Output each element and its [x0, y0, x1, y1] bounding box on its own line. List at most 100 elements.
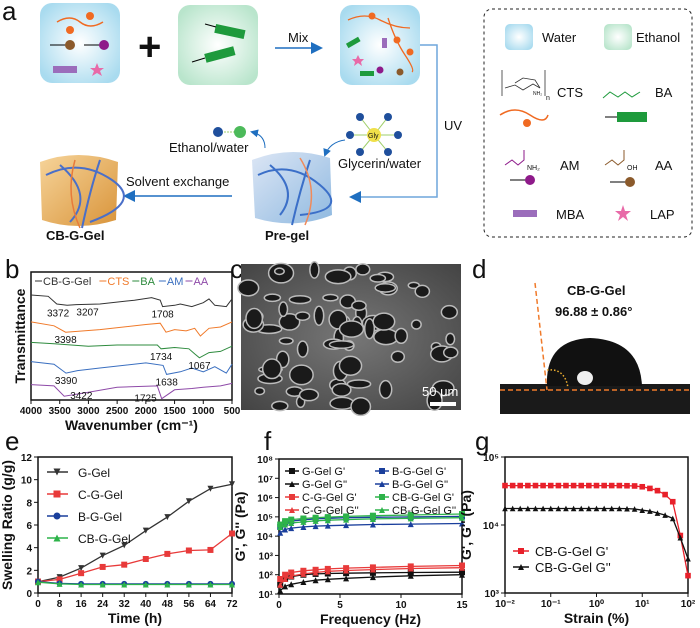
x-tick-label: 0 — [276, 600, 282, 611]
data-point-triangle — [593, 505, 600, 512]
data-point-triangle — [288, 520, 295, 527]
data-point-triangle — [282, 575, 289, 582]
data-point-triangle — [407, 565, 414, 572]
legend-ba: BA — [655, 85, 673, 100]
x-tick-label: 24 — [97, 599, 109, 610]
data-point-triangle — [343, 522, 350, 529]
panel-a-schematic: a + Mix UV Gly Glycerin/water — [2, 0, 462, 243]
data-point-triangle — [407, 572, 414, 579]
substrate — [500, 384, 690, 414]
x-tick-label: 10¹ — [635, 599, 650, 610]
data-point-triangle — [78, 565, 85, 572]
y-tick-label: 10² — [259, 571, 274, 582]
y-tick-label: 10⁵ — [257, 513, 273, 524]
series-line — [37, 483, 233, 583]
data-point-triangle — [459, 564, 465, 571]
peak-annotation: 1067 — [188, 361, 211, 372]
pore — [378, 379, 393, 400]
pore — [369, 273, 387, 283]
peak-annotation: 3372 — [47, 308, 70, 319]
data-point-square — [300, 515, 307, 522]
data-point-square — [78, 570, 85, 577]
data-point-triangle — [379, 481, 385, 487]
x-tick-label: 0 — [35, 599, 41, 610]
data-point-square — [540, 482, 546, 489]
mixed-solution-box — [340, 5, 420, 85]
data-point-triangle — [99, 552, 106, 559]
data-point-triangle — [282, 583, 289, 590]
data-point-triangle — [369, 521, 376, 528]
series-line — [279, 517, 463, 528]
x-tick-label: 32 — [119, 599, 131, 610]
legend-entry: CB-G-Gel — [43, 276, 91, 288]
legend-lap: LAP — [650, 207, 675, 222]
y-tick-label: 10³ — [485, 589, 500, 600]
data-point-triangle — [78, 581, 85, 588]
am-legend-icon — [525, 175, 535, 185]
x-tick-label: 72 — [226, 599, 238, 610]
y-tick-label: 10⁸ — [257, 455, 273, 466]
data-point-triangle — [343, 575, 350, 582]
pore — [374, 282, 397, 293]
pore — [309, 260, 320, 279]
data-point-square — [369, 569, 376, 576]
data-point-triangle — [300, 578, 307, 585]
y-tick-label: 0 — [26, 589, 32, 600]
ethanol-swatch — [604, 24, 632, 50]
data-point-square — [99, 563, 106, 570]
data-point-square — [312, 514, 319, 521]
y-tick-label: 10³ — [259, 551, 274, 562]
data-point-triangle — [518, 564, 524, 570]
data-point-triangle — [525, 505, 531, 512]
series-line — [30, 341, 233, 359]
data-point-square — [601, 482, 607, 489]
data-point-triangle — [547, 505, 554, 512]
y-axis-label: Swelling Ratio (g/g) — [0, 460, 15, 590]
pre-gel-label: Pre-gel — [265, 228, 309, 243]
data-point-square — [647, 485, 653, 492]
ba-legend-icon — [617, 112, 647, 122]
mix-label: Mix — [288, 30, 309, 45]
uv-arrow — [349, 44, 438, 203]
glycerin-molecule-icon: Gly — [346, 113, 402, 156]
am-icon — [99, 40, 109, 50]
water-droplet — [546, 338, 642, 386]
panel-d-contact-angle: d CB-G-Gel 96.88 ± 0.86° — [472, 254, 690, 414]
data-point-square — [379, 468, 385, 474]
x-tick-label: 8 — [57, 599, 63, 610]
pore — [355, 263, 371, 276]
y-tick-label: 10 — [21, 476, 33, 487]
pore — [263, 293, 282, 303]
x-tick-label: 2000 — [135, 406, 158, 417]
cts-n-label: n — [546, 95, 550, 102]
data-point-triangle — [459, 520, 465, 527]
data-point-square — [547, 482, 554, 489]
pore — [295, 311, 311, 321]
x-axis-label: Frequency (Hz) — [320, 611, 421, 627]
pore — [288, 364, 314, 386]
pore — [278, 312, 301, 331]
y-tick-label: 12 — [21, 453, 33, 464]
data-point-triangle — [288, 525, 295, 532]
aa-oh-label: OH — [627, 165, 638, 172]
pore — [322, 293, 339, 302]
data-point-triangle — [407, 515, 414, 522]
cts-charge-icon — [86, 12, 94, 20]
legend-entry: CB-G-Gel G' — [535, 544, 608, 559]
panel-label-f: f — [264, 426, 272, 456]
data-point-square — [53, 490, 61, 498]
gly-label: Gly — [368, 133, 379, 140]
data-point-square — [593, 482, 600, 489]
data-point-triangle — [277, 587, 284, 594]
y-tick-label: 6 — [26, 521, 32, 532]
cts-structure-icon: n NH₂ — [501, 70, 550, 102]
peak-annotation: 3422 — [70, 391, 93, 402]
legend-entry: C-G-Gel G'' — [302, 505, 359, 517]
data-point-square — [142, 556, 149, 562]
data-point-square — [407, 511, 414, 518]
series-cb-g-gel-g- — [502, 505, 691, 562]
ethanol-water-molecule-icon — [213, 126, 246, 138]
pore — [298, 388, 320, 402]
data-point-triangle — [502, 505, 508, 512]
